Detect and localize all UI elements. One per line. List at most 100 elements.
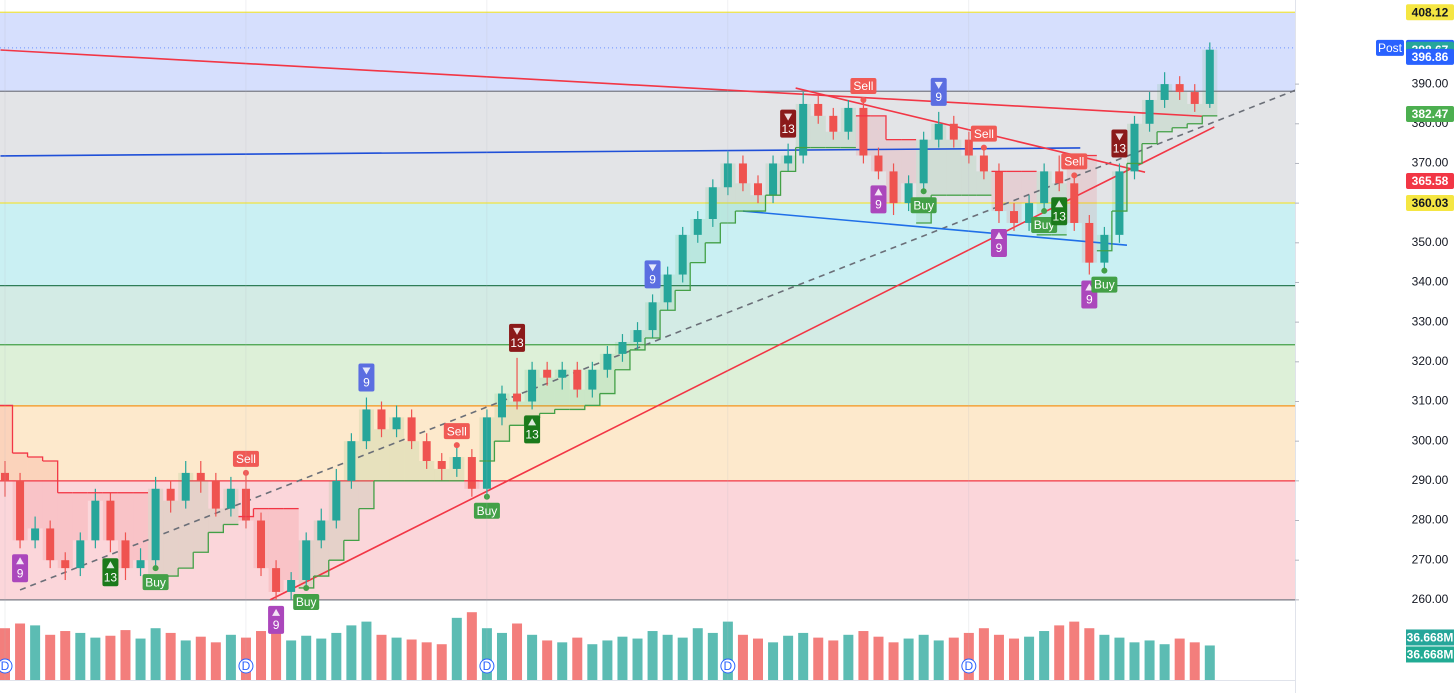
trail-line bbox=[690, 242, 706, 264]
zone bbox=[0, 91, 1295, 204]
signal-arrow bbox=[784, 113, 793, 121]
trail-fill bbox=[569, 389, 585, 410]
candle-body bbox=[1175, 84, 1184, 93]
trail-line bbox=[1157, 127, 1173, 133]
y-tick-label: 390.00 bbox=[1412, 76, 1449, 90]
price-label: 408.12 bbox=[1412, 5, 1449, 19]
signal-arrow bbox=[106, 561, 115, 569]
candle-body bbox=[513, 393, 522, 402]
price-label: 396.86 bbox=[1412, 50, 1449, 64]
volume-bar bbox=[271, 632, 282, 680]
volume-bar bbox=[256, 631, 267, 680]
candle-body bbox=[1040, 171, 1049, 204]
candle-body bbox=[392, 417, 401, 430]
trail-fill bbox=[901, 139, 917, 184]
signal-box bbox=[870, 185, 887, 214]
volume-bar bbox=[406, 639, 417, 680]
trend-line bbox=[0, 147, 1081, 157]
trail-line bbox=[630, 338, 646, 351]
candle-body bbox=[196, 472, 205, 481]
volume-bar bbox=[1114, 637, 1125, 680]
signal-box bbox=[293, 593, 320, 610]
trail-line bbox=[705, 222, 721, 244]
signal-box bbox=[990, 228, 1007, 257]
session-label: D bbox=[965, 659, 974, 673]
signal-box bbox=[1051, 197, 1068, 226]
trail-fill bbox=[810, 115, 826, 148]
price-label-box bbox=[1406, 172, 1454, 189]
candle-body bbox=[377, 409, 386, 430]
candle-body bbox=[317, 520, 326, 541]
trend-line bbox=[742, 210, 1128, 246]
volume-bar bbox=[542, 640, 553, 680]
candle-body bbox=[693, 218, 702, 235]
signal-label: Buy bbox=[913, 198, 934, 212]
signal-arrow bbox=[528, 418, 537, 426]
y-tick-label: 260.00 bbox=[1412, 592, 1449, 606]
volume-bar bbox=[737, 634, 748, 680]
signal-label: Buy bbox=[1094, 278, 1115, 292]
volume-bar bbox=[1084, 628, 1095, 680]
trail-line bbox=[1142, 131, 1158, 145]
candle-body bbox=[362, 409, 371, 442]
volume-bar bbox=[783, 635, 794, 680]
trail-fill bbox=[735, 183, 751, 212]
candle-body bbox=[302, 540, 311, 581]
candle-body bbox=[889, 171, 898, 204]
volume-bar bbox=[75, 632, 86, 680]
trail-line bbox=[1127, 143, 1143, 165]
session-marker bbox=[720, 658, 736, 674]
trail-line bbox=[313, 560, 330, 577]
volume-bar bbox=[105, 635, 116, 680]
trail-line bbox=[614, 349, 631, 371]
volume-bar bbox=[120, 630, 131, 680]
signal-label: 9 bbox=[649, 273, 656, 287]
volume-bar bbox=[376, 634, 387, 680]
signal-arrow bbox=[648, 264, 657, 272]
candle-body bbox=[121, 540, 130, 569]
candle-body bbox=[272, 568, 281, 592]
candle-body bbox=[814, 103, 823, 116]
signal-dot bbox=[303, 584, 310, 591]
post-tag bbox=[1376, 39, 1404, 56]
signal-box bbox=[443, 423, 470, 440]
candle-body bbox=[46, 528, 55, 561]
volume-bar bbox=[1144, 640, 1155, 680]
signal-arrow bbox=[16, 557, 25, 565]
signal-label: 13 bbox=[1113, 142, 1127, 156]
zone bbox=[0, 12, 1295, 92]
volume-bar bbox=[692, 628, 703, 680]
signal-arrow bbox=[1055, 200, 1064, 208]
candle-body bbox=[151, 488, 160, 561]
y-tick-label: 340.00 bbox=[1412, 275, 1449, 289]
volume-bar bbox=[873, 636, 884, 680]
trail-fill bbox=[389, 417, 405, 481]
volume-bar bbox=[150, 628, 161, 680]
signal-box bbox=[509, 323, 526, 352]
candle-body bbox=[754, 183, 762, 196]
candle-body bbox=[708, 187, 717, 219]
trail-fill bbox=[539, 377, 555, 414]
signal-box bbox=[1091, 276, 1118, 293]
candle-body bbox=[452, 457, 461, 469]
trail-line bbox=[780, 147, 797, 173]
signal-label: 13 bbox=[1053, 209, 1067, 223]
trail-fill bbox=[208, 508, 224, 533]
volume-bar bbox=[527, 634, 538, 680]
volume-bar bbox=[391, 637, 402, 680]
signal-box bbox=[1031, 217, 1058, 234]
volume-bar bbox=[361, 621, 372, 680]
trail-fill bbox=[374, 429, 390, 481]
trail-fill bbox=[72, 492, 88, 541]
candle-body bbox=[663, 274, 672, 303]
volume-bar bbox=[662, 634, 673, 680]
candle-body bbox=[784, 155, 793, 164]
volume-bar bbox=[436, 644, 447, 680]
trend-line bbox=[19, 89, 1296, 591]
signal-dot bbox=[980, 144, 987, 151]
trail-line bbox=[765, 171, 782, 196]
y-tick-label: 300.00 bbox=[1412, 433, 1449, 447]
signal-label: 9 bbox=[935, 90, 942, 104]
candle-body bbox=[211, 480, 220, 509]
signal-box bbox=[1111, 129, 1128, 158]
